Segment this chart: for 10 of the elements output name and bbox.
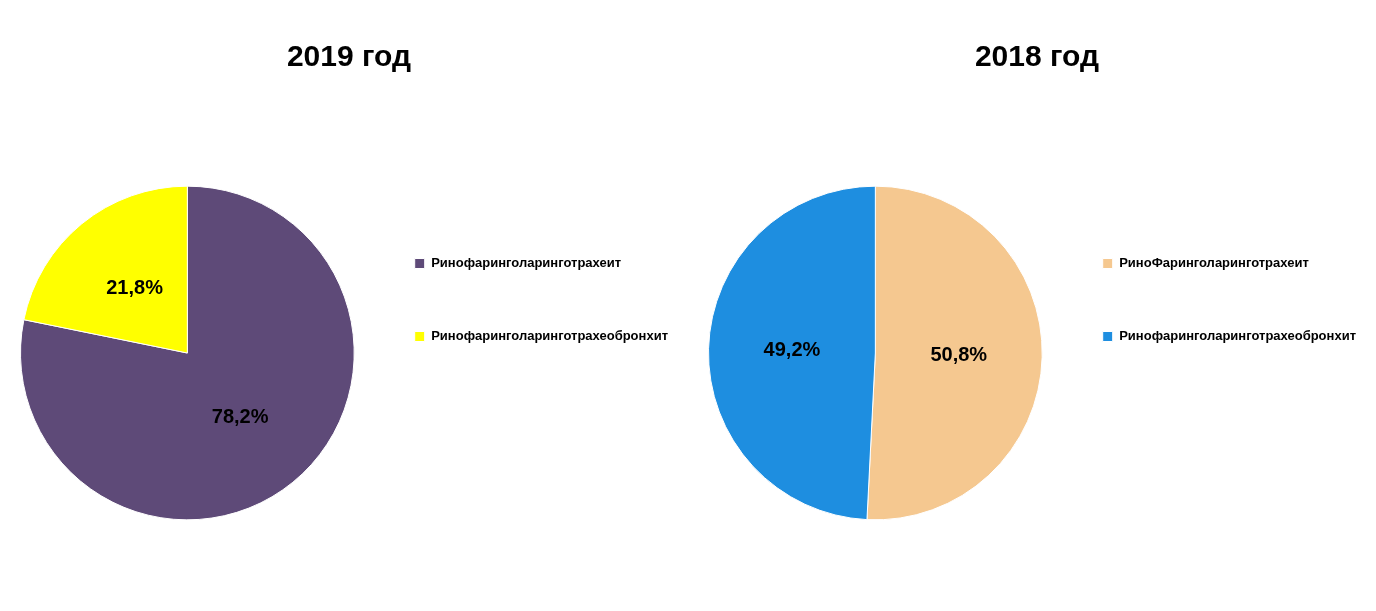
chart-title: 2018 год <box>974 39 1100 73</box>
data-label: 50,8% <box>930 342 988 365</box>
data-label: 21,8% <box>106 275 164 298</box>
data-label: 49,2% <box>763 338 821 361</box>
legend-label: РиноФаринголаринготрахеит <box>1119 255 1309 271</box>
legend-label: Ринофаринголаринготрахеобронхит <box>431 328 669 344</box>
legend-label: Ринофаринголаринготрахеобронхит <box>1119 328 1357 344</box>
data-label: 78,2% <box>211 405 269 428</box>
chart-title: 2019 год <box>286 39 412 73</box>
legend-label: Ринофаринголаринготрахеит <box>431 255 622 271</box>
